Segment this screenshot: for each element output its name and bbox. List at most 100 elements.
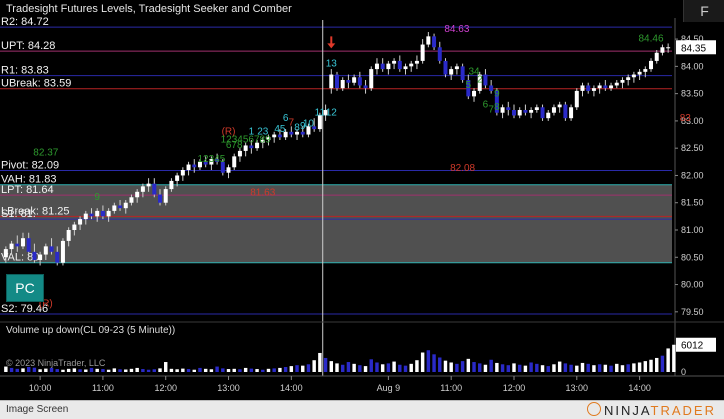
candle-up [3, 249, 8, 258]
chart-annotation: 10 [303, 118, 315, 129]
candle-up [329, 74, 334, 89]
footer-label: Image Screen [6, 404, 69, 415]
candle-up [163, 189, 168, 203]
chart-annotation: 13 [326, 58, 338, 69]
candle-up [226, 167, 231, 173]
chart-annotation: (R) [39, 298, 53, 309]
level-label-lpt: LPT: 81.64 [1, 184, 54, 196]
x-tick-label: 11:00 [440, 383, 462, 393]
status-footer: Image Screen NINJATRADER [0, 400, 724, 419]
volume-bar-up [38, 369, 42, 372]
last-price-label: 84.35 [681, 43, 706, 54]
chart-annotation: 8 [494, 102, 500, 113]
volume-bar-down [358, 365, 362, 372]
candle-up [43, 246, 48, 255]
volume-bar-up [192, 369, 196, 372]
volume-bar-up [181, 368, 185, 372]
volume-bar-up [226, 369, 231, 372]
candle-up [60, 240, 65, 263]
candle-down [15, 243, 20, 247]
volume-bar-up [466, 358, 471, 372]
volume-bar-up [620, 365, 625, 372]
volume-bar-down [369, 359, 373, 372]
candle-up [266, 137, 271, 140]
candle-down [312, 126, 317, 130]
candle-down [363, 85, 368, 89]
volume-bar-up [203, 368, 208, 372]
volume-bar-down [118, 369, 122, 372]
volume-bar-up [84, 369, 88, 372]
volume-bar-up [278, 367, 282, 372]
candle-up [654, 52, 659, 61]
volume-bar-up [61, 369, 65, 372]
volume-bar-down [386, 363, 391, 372]
x-tick-label: 13:00 [566, 383, 589, 393]
y-tick-label: 83.00 [681, 116, 704, 126]
candle-down [466, 80, 471, 97]
volume-bar-down [478, 363, 482, 372]
candle-down [277, 134, 282, 138]
candle-up [369, 69, 374, 89]
last-price-box [676, 40, 716, 55]
candle-up [112, 205, 117, 211]
y-tick-label: 79.50 [681, 307, 704, 317]
level-label-r1: R1: 83.83 [1, 65, 49, 77]
candle-down [203, 161, 208, 165]
volume-bar-up [592, 365, 596, 372]
candle-down [152, 183, 157, 195]
volume-bar-down [438, 357, 442, 372]
chart-annotation: 6 [483, 99, 489, 110]
candle-up [323, 110, 328, 116]
volume-bar-up [158, 368, 162, 372]
volume-bar-up [301, 365, 305, 372]
candle-up [340, 80, 345, 89]
candle-up [140, 186, 145, 192]
y-tick-label: 82.00 [681, 170, 704, 180]
candle-down [380, 63, 385, 70]
candle-down [437, 47, 442, 61]
volume-bar-up [655, 357, 659, 372]
candle-up [386, 63, 391, 70]
volume-bar-up [312, 360, 316, 372]
volume-bar-up [112, 368, 117, 372]
candle-down [26, 238, 31, 252]
level-label-r2: R2: 84.72 [1, 16, 49, 28]
copyright-text: © 2023 NinjaTrader, LLC [6, 358, 106, 368]
candle-down [540, 107, 545, 119]
candle-down [346, 80, 351, 83]
volume-bar-up [540, 365, 545, 372]
candle-up [232, 156, 237, 168]
volume-bar-up [72, 368, 77, 372]
volume-bar-up [415, 360, 419, 372]
candle-up [72, 224, 77, 230]
volume-bar-up [603, 364, 608, 372]
volume-bar-down [500, 364, 505, 372]
chart-annotation: 82.37 [33, 147, 58, 158]
candle-up [317, 115, 322, 130]
volume-bar-down [15, 368, 19, 372]
chart-annotation: 1 [249, 127, 255, 138]
volume-bar-up [289, 366, 294, 372]
volume-bar-up [392, 361, 396, 372]
candle-up [626, 77, 631, 80]
volume-bar-down [141, 369, 145, 372]
candle-up [614, 82, 619, 86]
volume-bar-down [403, 365, 408, 372]
pc-button[interactable]: PC [6, 274, 44, 302]
candle-down [118, 205, 123, 209]
level-label-upt: UPT: 84.28 [1, 40, 55, 52]
f-button[interactable]: F [683, 0, 724, 22]
volume-bar-down [597, 364, 602, 372]
volume-bar-up [443, 360, 448, 372]
x-tick-label: 13:00 [217, 383, 240, 393]
volume-bar-down [472, 362, 476, 372]
volume-bar-down [346, 362, 351, 372]
candle-down [357, 77, 362, 86]
candle-down [432, 36, 437, 48]
candle-up [169, 180, 174, 190]
chart-annotation: 5 [466, 80, 472, 91]
candle-up [283, 131, 288, 138]
candle-up [529, 110, 534, 113]
level-label-s1: S1: 81. [1, 208, 36, 220]
